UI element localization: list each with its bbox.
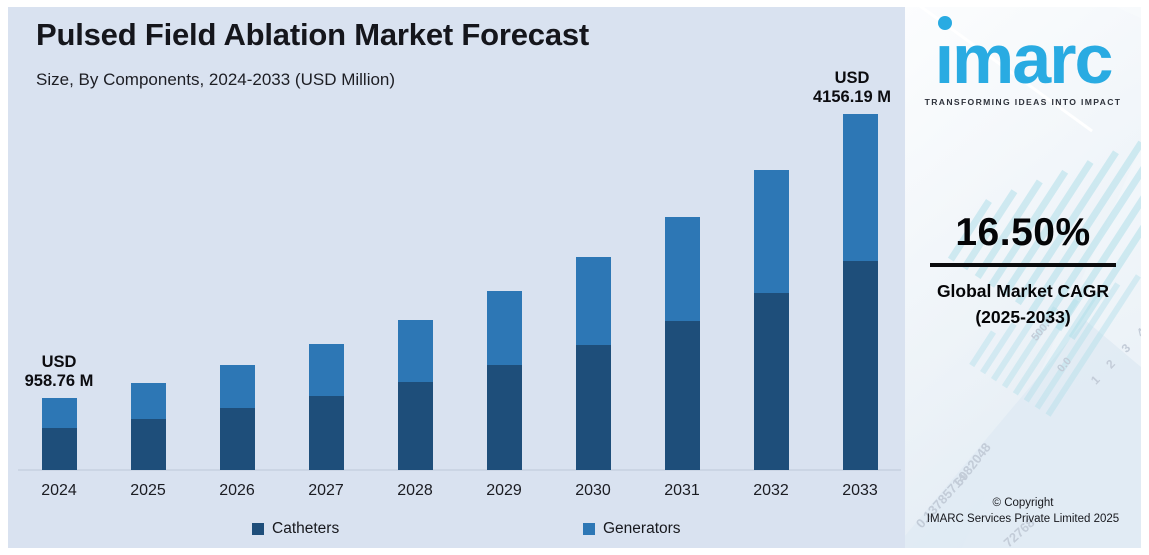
x-axis-label-2027: 2027 xyxy=(308,482,344,499)
legend-swatch-catheters xyxy=(252,523,264,535)
value-label-2033: USD 4156.19 M xyxy=(813,69,891,107)
logo-wordmark-text: ımarc xyxy=(934,20,1114,98)
chart-subtitle: Size, By Components, 2024-2033 (USD Mill… xyxy=(36,70,396,89)
legend-item-catheters: Catheters xyxy=(252,520,339,538)
x-axis-line xyxy=(18,469,901,471)
bar-2031-catheters xyxy=(664,321,700,470)
bar-2027-generators xyxy=(308,344,344,397)
x-axis-label-2024: 2024 xyxy=(41,482,77,499)
bar-2030-catheters xyxy=(575,344,611,470)
x-axis-label-2029: 2029 xyxy=(486,482,522,499)
legend-item-generators: Generators xyxy=(583,520,681,538)
bar-2030-generators xyxy=(575,256,611,345)
bar-2033-generators xyxy=(842,114,878,261)
plot-area: 2024 2025 2026 2027 2028 2029 2030 2031 2032 2033… xyxy=(8,7,905,548)
cagr-label-line2: (2025-2033) xyxy=(975,307,1071,327)
logo-tagline: TRANSFORMING IDEAS INTO IMPACT xyxy=(924,97,1122,107)
legend-label-generators: Generators xyxy=(603,520,681,537)
side-panel: 500.0 0.0 1 2 3 4 6982048 0.13785714 727… xyxy=(905,7,1141,548)
imarc-logo: ımarc xyxy=(905,16,1141,98)
bar-2025-generators xyxy=(130,382,166,419)
copyright-line2: IMARC Services Private Limited 2025 xyxy=(926,513,1120,525)
bar-2025-catheters xyxy=(130,418,166,470)
logo-wordmark: ımarc xyxy=(934,16,1114,98)
cagr-label-line1: Global Market CAGR xyxy=(936,281,1110,301)
bar-2033-catheters xyxy=(842,260,878,470)
logo-dot-icon xyxy=(937,16,952,30)
bar-2026-generators xyxy=(219,365,255,409)
cagr-value: 16.50% xyxy=(955,211,1091,254)
cagr-block: 16.50% Global Market CAGR (2025-2033) xyxy=(905,210,1141,330)
bar-2026-catheters xyxy=(219,408,255,470)
bar-2028-catheters xyxy=(397,381,433,470)
bar-2024-catheters xyxy=(41,427,77,470)
chart-title: Pulsed Field Ablation Market Forecast xyxy=(36,17,590,52)
chart-panel: Pulsed Field Ablation Market Forecast Si… xyxy=(8,7,905,548)
copyright-line1: © Copyright xyxy=(992,497,1054,509)
x-axis-label-2032: 2032 xyxy=(753,482,789,499)
x-axis-label-2031: 2031 xyxy=(664,482,700,499)
bar-2032-catheters xyxy=(753,293,789,470)
x-axis-label-2026: 2026 xyxy=(219,482,255,499)
x-axis-label-2033: 2033 xyxy=(842,482,878,499)
copyright: © Copyright IMARC Services Private Limit… xyxy=(905,495,1141,527)
bar-2028-generators xyxy=(397,319,433,382)
x-axis-label-2025: 2025 xyxy=(130,482,166,499)
x-axis-label-2028: 2028 xyxy=(397,482,433,499)
bar-2032-generators xyxy=(753,169,789,294)
bar-2027-catheters xyxy=(308,396,344,470)
bar-2029-generators xyxy=(486,290,522,365)
bar-2031-generators xyxy=(664,216,700,322)
cagr-underline xyxy=(930,263,1116,267)
value-label-2024: USD 958.76 M xyxy=(24,353,94,391)
bar-2029-catheters xyxy=(486,364,522,470)
bar-2024-generators xyxy=(41,398,77,428)
legend-label-catheters: Catheters xyxy=(272,520,340,537)
x-axis-label-2030: 2030 xyxy=(575,482,611,499)
legend-swatch-generators xyxy=(583,523,595,535)
